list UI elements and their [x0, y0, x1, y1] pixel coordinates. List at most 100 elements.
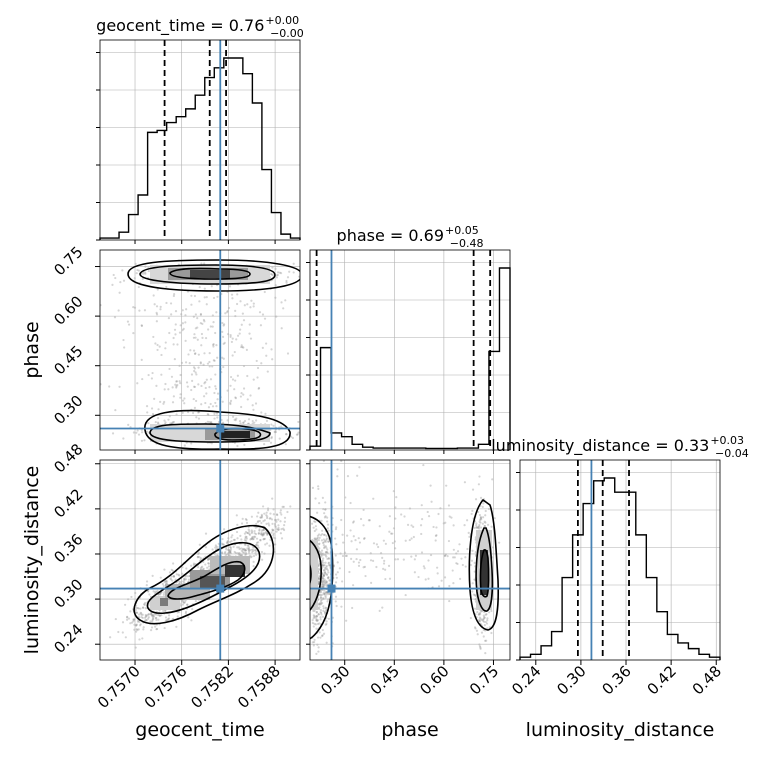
scatter-point: [272, 513, 275, 516]
contours-phase-vs-geocent-time: [127, 259, 300, 450]
scatter-point: [275, 530, 278, 533]
scatter-point: [141, 637, 144, 640]
scatter-point: [250, 529, 253, 532]
scatter-point: [266, 370, 269, 373]
scatter-point: [473, 607, 477, 610]
scatter-point: [255, 544, 258, 547]
scatter-point: [251, 419, 254, 423]
panel-distance-vs-geocent-time: [99, 459, 301, 661]
scatter-point: [203, 262, 206, 265]
scatter-point: [135, 624, 138, 627]
scatter-point: [176, 343, 179, 346]
scatter-point: [479, 516, 483, 520]
scatter-point: [127, 617, 131, 620]
scatter-point: [236, 374, 239, 377]
scatter-point: [137, 628, 140, 631]
scatter-point: [181, 411, 184, 414]
y-tick-label: 0.60: [50, 292, 86, 328]
scatter-point: [167, 614, 171, 617]
scatter-point: [323, 516, 327, 519]
scatter-point: [246, 544, 249, 547]
scatter-point: [340, 460, 343, 463]
scatter-point: [275, 274, 279, 277]
scatter-point: [170, 575, 173, 578]
scatter-point: [126, 320, 130, 323]
scatter-point: [327, 571, 330, 574]
scatter-point: [147, 617, 150, 620]
scatter-point: [437, 585, 441, 588]
scatter-point: [322, 585, 325, 589]
scatter-point: [426, 510, 429, 514]
scatter-point: [323, 593, 326, 596]
scatter-point: [203, 352, 206, 355]
scatter-point: [266, 532, 269, 535]
scatter-point: [135, 606, 138, 609]
scatter-point: [384, 542, 387, 545]
x-tick-label: 0.7570: [94, 662, 144, 712]
scatter-point: [205, 392, 208, 395]
scatter-point: [255, 419, 258, 422]
scatter-point: [241, 551, 244, 554]
scatter-point: [319, 608, 323, 612]
scatter-point: [430, 500, 433, 503]
scatter-point: [424, 578, 427, 581]
scatter-point: [214, 387, 218, 390]
scatter-point: [183, 581, 186, 584]
scatter-point: [190, 373, 194, 376]
scatter-point: [242, 319, 246, 322]
scatter-point: [182, 327, 185, 330]
scatter-point: [177, 610, 181, 614]
scatter-point: [363, 536, 366, 540]
scatter-point: [134, 624, 138, 627]
scatter-point: [211, 548, 214, 551]
scatter-point: [193, 294, 197, 298]
scatter-point: [483, 616, 486, 619]
scatter-point: [221, 551, 224, 554]
scatter-point: [322, 591, 325, 595]
scatter-point: [410, 555, 413, 558]
scatter-point: [408, 507, 412, 510]
scatter-point: [142, 628, 145, 631]
scatter-point: [241, 547, 245, 550]
scatter-point: [136, 606, 139, 610]
scatter-point: [197, 411, 200, 414]
scatter-point: [182, 601, 185, 604]
scatter-point: [336, 475, 339, 478]
density-cell: [225, 565, 245, 577]
scatter-point: [264, 543, 267, 546]
scatter-point: [269, 441, 273, 444]
contour-middle: [146, 541, 261, 615]
scatter-point: [478, 513, 482, 517]
scatter-point: [192, 366, 196, 369]
scatter-point: [231, 378, 235, 381]
scatter-point: [147, 422, 150, 425]
scatter-point: [318, 577, 321, 580]
scatter-point: [239, 422, 242, 425]
scatter-point: [221, 421, 225, 424]
scatter-point: [312, 614, 315, 617]
scatter-point: [257, 387, 260, 390]
scatter-point: [161, 582, 164, 586]
scatter-point: [480, 518, 483, 521]
scatter-point: [196, 555, 200, 558]
scatter-point: [242, 393, 245, 396]
scatter-point: [319, 596, 322, 599]
scatter-point: [229, 546, 233, 549]
scatter-point: [322, 557, 325, 560]
scatter-point: [141, 377, 144, 381]
scatter-point: [475, 629, 479, 632]
scatter-point: [263, 443, 266, 446]
scatter-point: [323, 546, 326, 550]
scatter-point: [269, 512, 272, 515]
scatter-point: [192, 349, 196, 352]
scatter-point: [228, 540, 232, 544]
scatter-point: [352, 535, 355, 538]
scatter-point: [250, 299, 253, 302]
scatter-point: [313, 638, 316, 641]
scatter-point: [318, 606, 321, 609]
contour-inner: [167, 560, 246, 600]
truth-marker: [216, 424, 225, 433]
scatter-point: [240, 344, 243, 347]
scatter-point: [339, 552, 342, 555]
x-tick-label: 0.48: [689, 662, 725, 698]
